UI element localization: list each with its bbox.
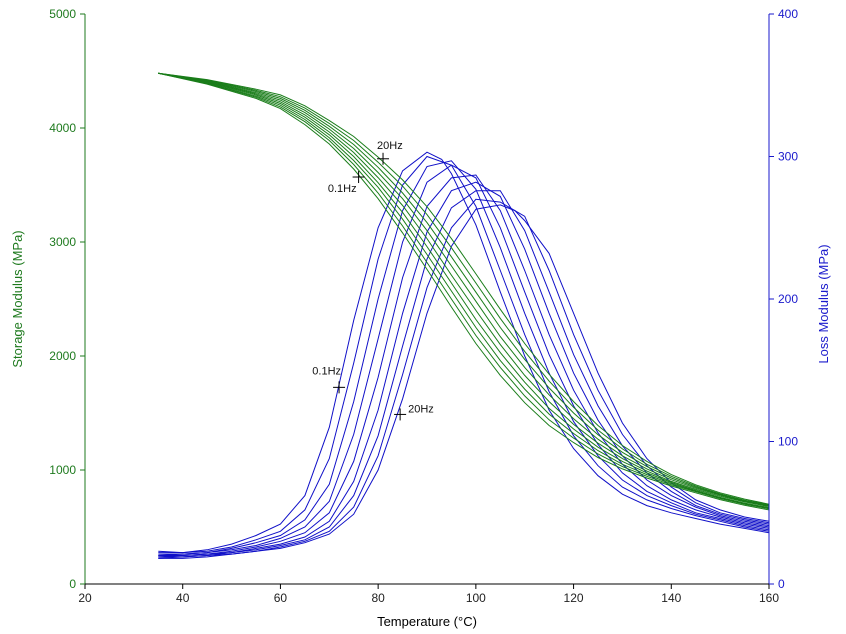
- loss-modulus-line-1: [158, 151, 770, 554]
- left-y-tick-label: 4000: [49, 121, 76, 135]
- annotation-label: 0.1Hz: [328, 183, 357, 195]
- loss-modulus-line-6: [158, 181, 770, 558]
- storage-modulus-line-8: [158, 72, 770, 506]
- x-axis-title: Temperature (°C): [377, 614, 477, 629]
- annotation-label: 20Hz: [408, 403, 434, 415]
- storage-modulus-line-1: [158, 72, 770, 511]
- x-tick-label: 100: [466, 591, 486, 605]
- x-tick-label: 60: [274, 591, 288, 605]
- left-y-tick-label: 0: [69, 577, 76, 591]
- x-tick-label: 140: [661, 591, 681, 605]
- x-tick-label: 80: [371, 591, 385, 605]
- storage-modulus-line-3: [158, 72, 770, 509]
- left-y-tick-label: 5000: [49, 7, 76, 21]
- loss-modulus-line-5: [158, 174, 770, 556]
- right-y-tick-label: 300: [778, 150, 798, 164]
- loss-modulus-line-2: [158, 155, 770, 554]
- loss-modulus-series-group: [158, 151, 770, 559]
- storage-modulus-series-group: [158, 72, 770, 511]
- ticks-group: 20 40 60 80 100 120 140 16001000200030004000500…: [49, 7, 798, 605]
- storage-modulus-line-9: [158, 72, 770, 505]
- right-y-tick-label: 0: [778, 577, 785, 591]
- storage-modulus-line-7: [158, 72, 770, 506]
- left-y-tick-label: 1000: [49, 463, 76, 477]
- right-y-tick-label: 100: [778, 435, 798, 449]
- storage-modulus-line-5: [158, 72, 770, 507]
- annotations-group: 20Hz 0.1Hz 0.1Hz 20Hz: [312, 140, 434, 421]
- left-y-axis-title: Storage Modulus (MPa): [10, 230, 25, 367]
- x-tick-label: 120: [564, 591, 584, 605]
- loss-modulus-line-7: [158, 190, 770, 558]
- x-tick-label: 20: [78, 591, 92, 605]
- right-y-tick-label: 400: [778, 7, 798, 21]
- storage-modulus-line-2: [158, 72, 770, 510]
- right-y-tick-label: 200: [778, 292, 798, 306]
- loss-modulus-line-4: [158, 164, 770, 556]
- left-y-tick-label: 3000: [49, 235, 76, 249]
- left-y-tick-label: 2000: [49, 349, 76, 363]
- right-y-axis-title: Loss Modulus (MPa): [816, 244, 831, 363]
- x-tick-label: 40: [176, 591, 190, 605]
- storage-modulus-line-6: [158, 72, 770, 507]
- loss-modulus-line-3: [158, 160, 770, 555]
- annotation-label: 0.1Hz: [312, 365, 341, 377]
- x-tick-label: 160: [759, 591, 779, 605]
- storage-modulus-line-4: [158, 72, 770, 509]
- annotation-label: 20Hz: [377, 140, 403, 152]
